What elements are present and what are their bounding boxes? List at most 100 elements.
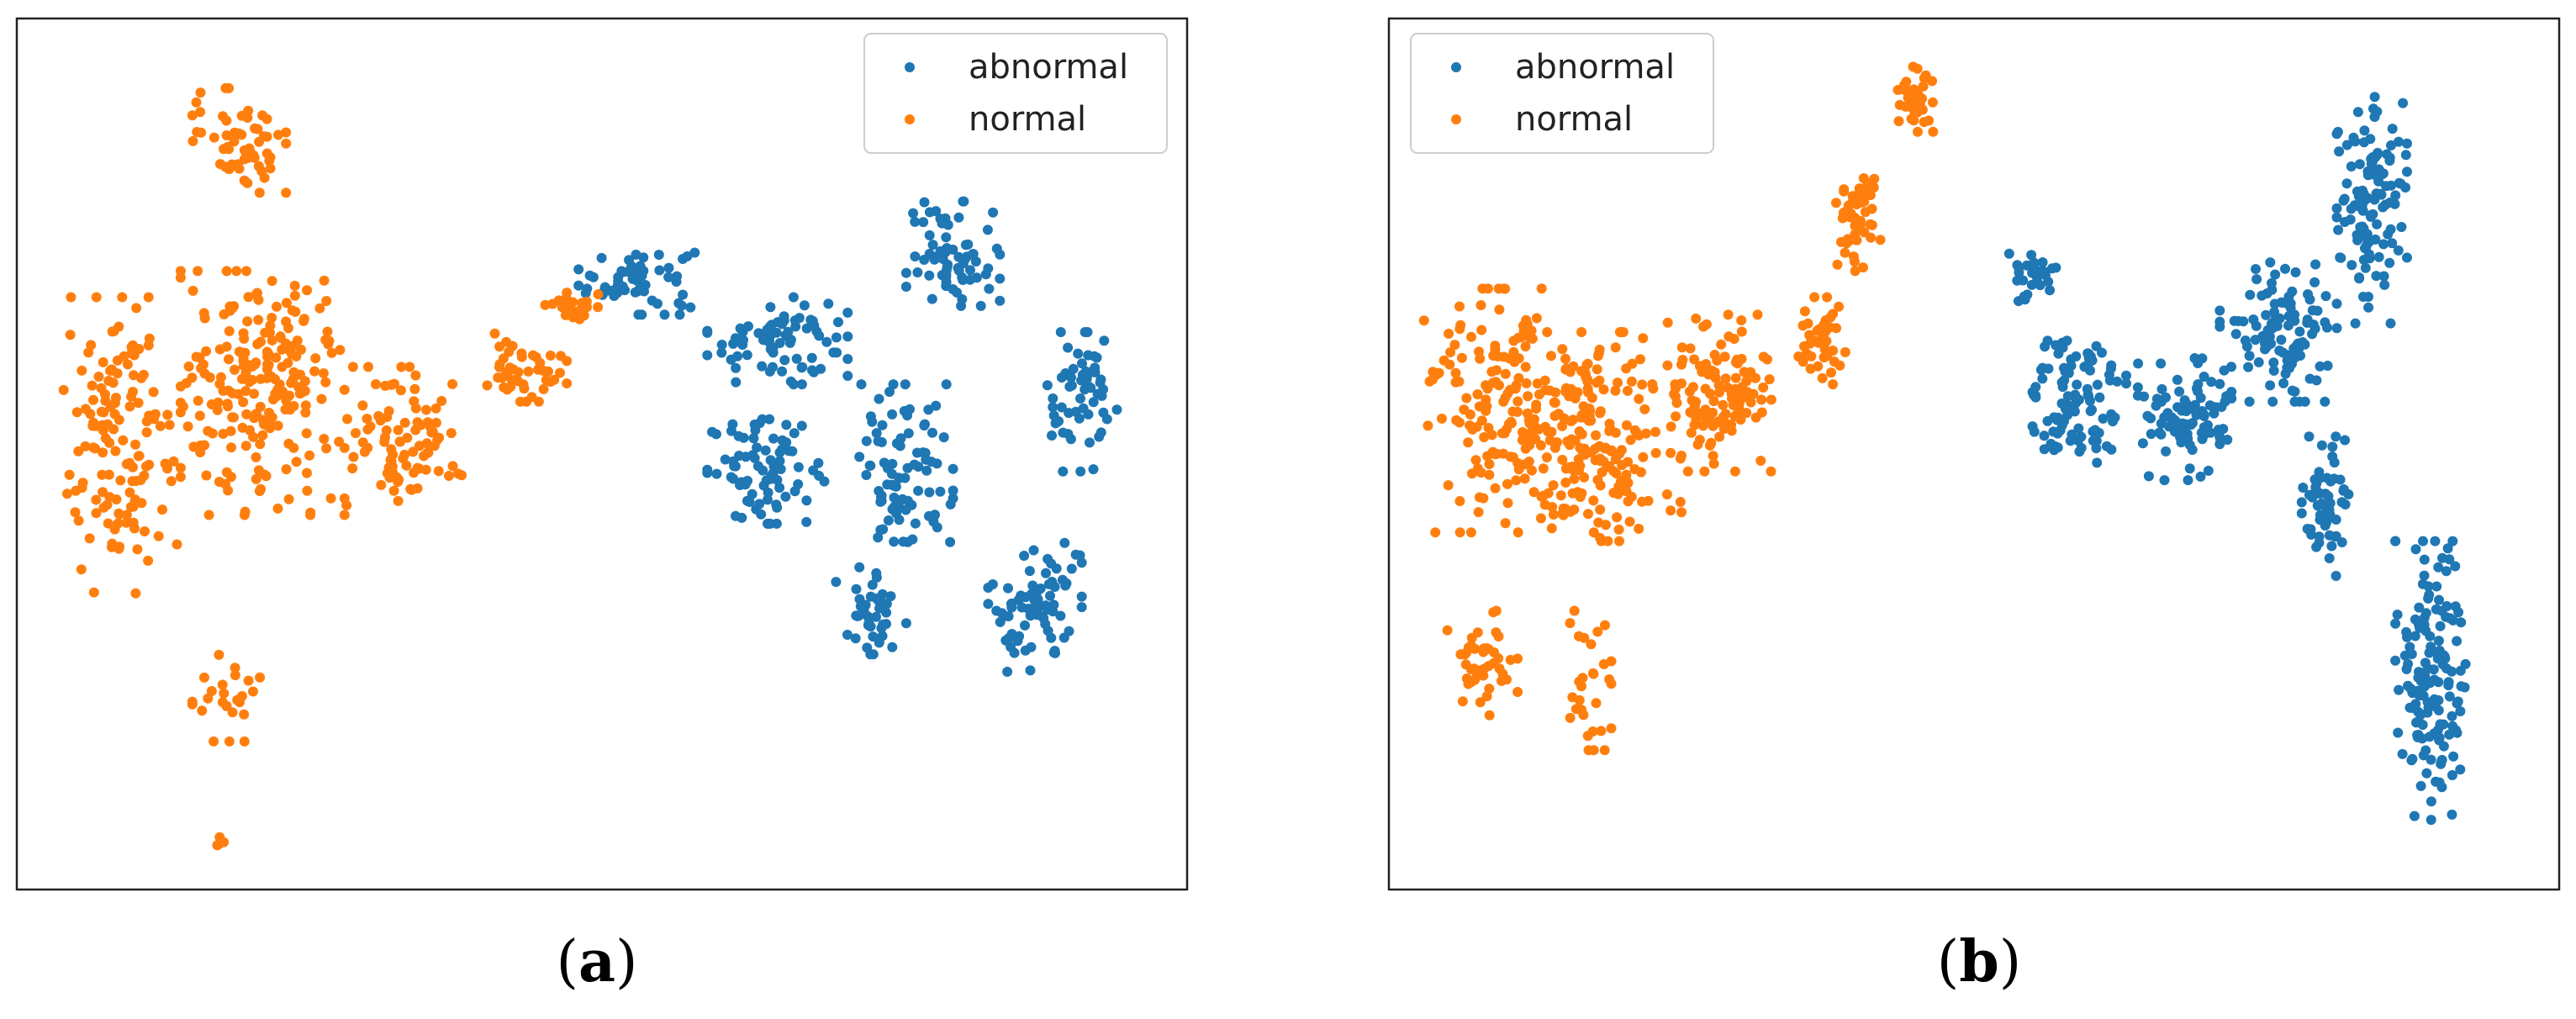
data-point-normal [288, 374, 298, 385]
data-point-normal [1454, 417, 1465, 428]
data-point-normal [1482, 451, 1493, 462]
data-point-abnormal [2393, 245, 2404, 256]
data-point-abnormal [2139, 391, 2150, 402]
data-point-abnormal [2289, 315, 2300, 326]
data-point-abnormal [2268, 365, 2279, 376]
data-point-normal [1546, 523, 1557, 534]
data-point-normal [1465, 640, 1476, 651]
data-point-normal [1460, 649, 1470, 660]
data-point-abnormal [2137, 438, 2148, 449]
data-point-normal [1483, 643, 1494, 654]
data-point-abnormal [995, 273, 1006, 284]
data-point-normal [124, 401, 135, 412]
data-point-normal [1454, 324, 1465, 335]
data-point-normal [1727, 393, 1737, 404]
data-point-abnormal [2419, 570, 2430, 581]
data-point-abnormal [747, 488, 757, 499]
data-point-abnormal [927, 427, 937, 438]
data-point-abnormal [854, 562, 865, 573]
data-point-abnormal [2238, 316, 2249, 327]
data-point-abnormal [2396, 222, 2407, 232]
data-point-normal [1588, 495, 1599, 506]
data-point-abnormal [2214, 316, 2225, 327]
data-point-normal [203, 510, 214, 520]
data-point-normal [1662, 317, 1673, 328]
data-point-abnormal [779, 355, 790, 366]
data-point-abnormal [2214, 305, 2225, 316]
data-point-abnormal [926, 457, 937, 467]
data-point-normal [1546, 351, 1556, 362]
data-point-normal [1576, 681, 1586, 692]
data-point-abnormal [2042, 415, 2053, 426]
data-point-normal [1590, 455, 1601, 466]
data-point-normal [1500, 393, 1511, 404]
data-point-normal [1493, 653, 1504, 663]
data-point-normal [1618, 327, 1628, 337]
data-point-normal [1503, 419, 1514, 430]
data-point-normal [347, 362, 358, 372]
data-point-normal [121, 517, 132, 528]
data-point-normal [1512, 527, 1523, 538]
data-point-normal [1538, 463, 1549, 474]
data-point-abnormal [2373, 167, 2383, 178]
data-point-abnormal [2359, 125, 2370, 136]
data-point-abnormal [821, 336, 832, 347]
data-point-abnormal [2289, 396, 2300, 407]
data-point-abnormal [796, 379, 807, 390]
data-point-abnormal [894, 473, 904, 483]
data-point-normal [1597, 467, 1607, 478]
data-point-normal [1456, 352, 1467, 363]
data-point-abnormal [1049, 582, 1060, 592]
data-point-normal [73, 515, 84, 526]
data-point-abnormal [2092, 457, 2103, 468]
data-point-normal [1600, 443, 1611, 454]
data-point-abnormal [2094, 392, 2105, 403]
data-point-abnormal [875, 593, 886, 604]
caption-a-close: ) [615, 929, 638, 995]
data-point-normal [109, 524, 120, 535]
data-point-abnormal [789, 428, 800, 439]
data-point-normal [98, 502, 109, 513]
data-point-abnormal [2455, 706, 2466, 716]
data-point-abnormal [2042, 335, 2053, 346]
data-point-normal [1483, 661, 1494, 672]
data-point-normal [1595, 504, 1606, 515]
data-point-normal [199, 672, 209, 683]
data-point-abnormal [900, 282, 911, 292]
data-point-normal [371, 379, 381, 389]
data-point-normal [1560, 353, 1570, 364]
data-point-normal [1560, 478, 1571, 488]
data-point-normal [134, 451, 145, 462]
data-point-abnormal [1035, 583, 1046, 594]
data-point-normal [1487, 378, 1498, 388]
data-point-normal [1689, 354, 1700, 365]
data-point-normal [143, 292, 154, 303]
data-point-abnormal [2299, 396, 2310, 407]
data-point-normal [1831, 198, 1841, 209]
data-point-abnormal [948, 485, 958, 496]
data-point-normal [91, 508, 102, 519]
data-point-normal [1527, 465, 1537, 476]
data-point-abnormal [689, 247, 700, 258]
data-point-abnormal [2156, 358, 2167, 369]
data-point-abnormal [2098, 413, 2109, 424]
data-point-abnormal [2352, 107, 2363, 118]
data-point-normal [265, 320, 276, 331]
data-point-abnormal [2354, 159, 2365, 170]
data-point-abnormal [2038, 266, 2049, 277]
data-point-normal [1675, 497, 1686, 507]
data-point-abnormal [2331, 203, 2342, 214]
data-point-normal [133, 398, 144, 409]
data-point-normal [1481, 691, 1492, 702]
data-point-normal [1682, 466, 1693, 477]
data-point-abnormal [2398, 98, 2409, 108]
data-point-abnormal [2426, 754, 2436, 765]
data-point-normal [273, 129, 283, 140]
data-point-normal [1565, 618, 1576, 629]
data-point-normal [255, 672, 266, 683]
data-point-abnormal [2390, 655, 2401, 666]
data-point-normal [1568, 414, 1578, 425]
data-point-abnormal [720, 454, 731, 465]
data-point-abnormal [881, 599, 892, 610]
data-point-abnormal [2378, 239, 2389, 250]
